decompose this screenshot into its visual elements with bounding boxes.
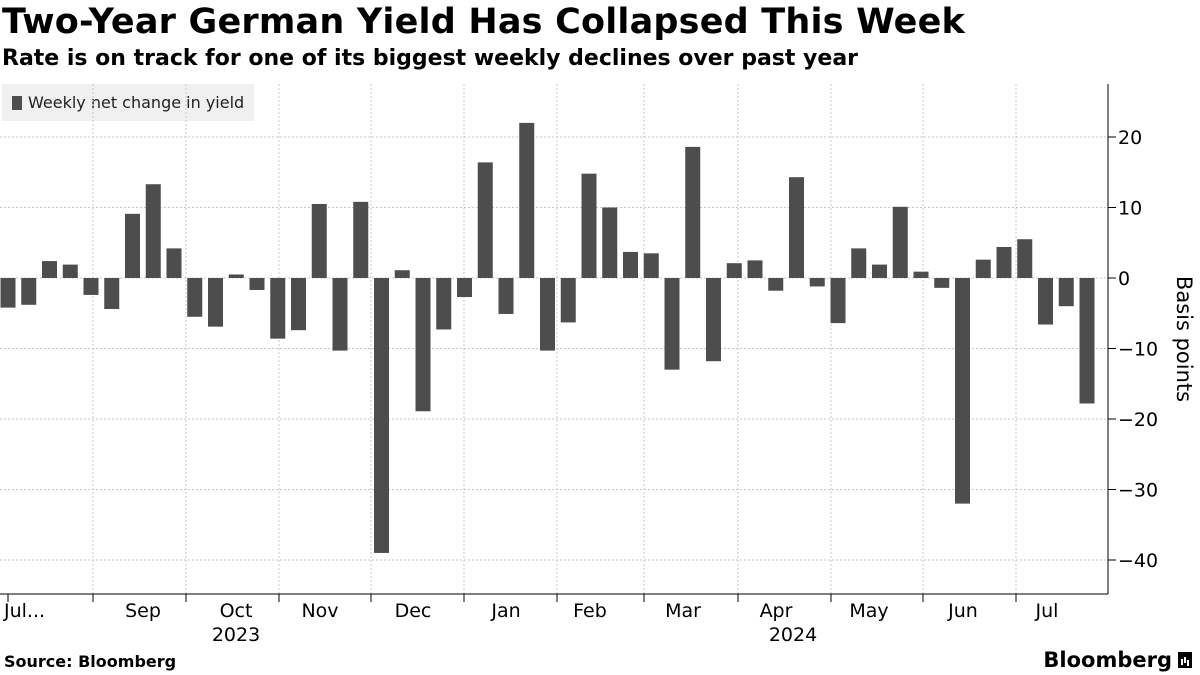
- bar: [270, 278, 286, 339]
- bar: [0, 278, 16, 308]
- bar: [311, 203, 327, 278]
- bar: [830, 278, 846, 324]
- bars-layer: [0, 122, 1095, 553]
- bar: [62, 264, 78, 278]
- legend: Weekly net change in yield: [2, 84, 255, 121]
- bar: [540, 278, 555, 351]
- y-axis-title: Basis points: [1172, 276, 1196, 402]
- x-year-label: 2024: [769, 624, 817, 646]
- bar: [664, 278, 680, 370]
- x-tick-label: Jan: [490, 600, 520, 622]
- bar: [726, 263, 742, 278]
- x-year-label: 2023: [212, 624, 260, 646]
- chart-subtitle: Rate is on track for one of its biggest …: [2, 46, 859, 71]
- bar: [104, 278, 120, 310]
- bar: [581, 173, 597, 278]
- bar: [83, 278, 99, 295]
- y-tick-label: −20: [1118, 409, 1158, 431]
- bar: [477, 162, 493, 278]
- bar: [145, 184, 161, 278]
- bar: [228, 274, 244, 278]
- source-note: Source: Bloomberg: [4, 652, 177, 671]
- bar: [851, 248, 867, 278]
- bar: [809, 278, 825, 287]
- x-tick-label: Nov: [301, 600, 338, 622]
- chart-title: Two-Year German Yield Has Collapsed This…: [2, 2, 966, 42]
- bar: [498, 278, 514, 314]
- bloomberg-chart-icon: [1178, 652, 1192, 668]
- bar: [187, 278, 203, 317]
- bar: [560, 278, 576, 323]
- bar: [21, 278, 37, 305]
- bar: [332, 278, 348, 351]
- bar: [125, 213, 140, 278]
- bar: [249, 278, 265, 290]
- bar: [394, 270, 410, 278]
- brand-name: Bloomberg: [1043, 648, 1172, 672]
- x-tick-label: Jul...: [3, 600, 45, 622]
- y-tick-label: −30: [1118, 480, 1158, 502]
- bar: [934, 278, 950, 288]
- bar: [685, 146, 701, 278]
- bar: [1058, 278, 1074, 307]
- bar: [643, 253, 659, 278]
- bar: [208, 278, 223, 327]
- bar: [436, 278, 452, 330]
- brand-logo: Bloomberg: [1043, 648, 1192, 672]
- y-tick-label: −40: [1118, 550, 1158, 572]
- y-tick-label: 10: [1118, 198, 1142, 220]
- x-tick-label: Dec: [395, 600, 432, 622]
- bar: [913, 271, 929, 278]
- bar: [747, 260, 763, 278]
- bar: [623, 251, 638, 278]
- bar: [353, 201, 369, 278]
- bar: [374, 278, 389, 553]
- x-tick-label: Jul: [1035, 600, 1059, 622]
- x-tick-label: May: [849, 600, 888, 622]
- bar: [975, 259, 991, 278]
- bar: [768, 278, 784, 291]
- bar: [955, 278, 970, 504]
- bar: [1038, 278, 1053, 325]
- bar: [166, 248, 182, 278]
- bar: [789, 177, 804, 278]
- x-tick-label: Oct: [220, 600, 253, 622]
- legend-label: Weekly net change in yield: [28, 93, 245, 112]
- axis-layer: 20 10 0 −10 −20 −30 −40 Jul... Sep Oct Nov Dec Jan Fe…: [0, 84, 1196, 646]
- bar: [519, 122, 535, 279]
- y-tick-label: 20: [1118, 127, 1142, 149]
- x-tick-label: Mar: [665, 600, 701, 622]
- bar: [42, 261, 57, 278]
- bar: [415, 278, 431, 412]
- bar: [1017, 239, 1033, 278]
- x-tick-label: Jun: [947, 600, 978, 622]
- bar: [892, 206, 908, 278]
- bar: [706, 278, 721, 362]
- x-tick-label: Feb: [573, 600, 607, 622]
- x-tick-label: Sep: [125, 600, 161, 622]
- y-tick-label: 0: [1118, 268, 1130, 290]
- bar: [457, 278, 472, 298]
- bar: [602, 207, 618, 278]
- legend-swatch: [12, 95, 22, 110]
- bar: [872, 264, 887, 278]
- bar: [996, 246, 1012, 278]
- x-tick-label: Apr: [760, 600, 793, 622]
- y-tick-label: −10: [1118, 339, 1158, 361]
- bar: [1079, 278, 1095, 404]
- bar: [291, 278, 306, 331]
